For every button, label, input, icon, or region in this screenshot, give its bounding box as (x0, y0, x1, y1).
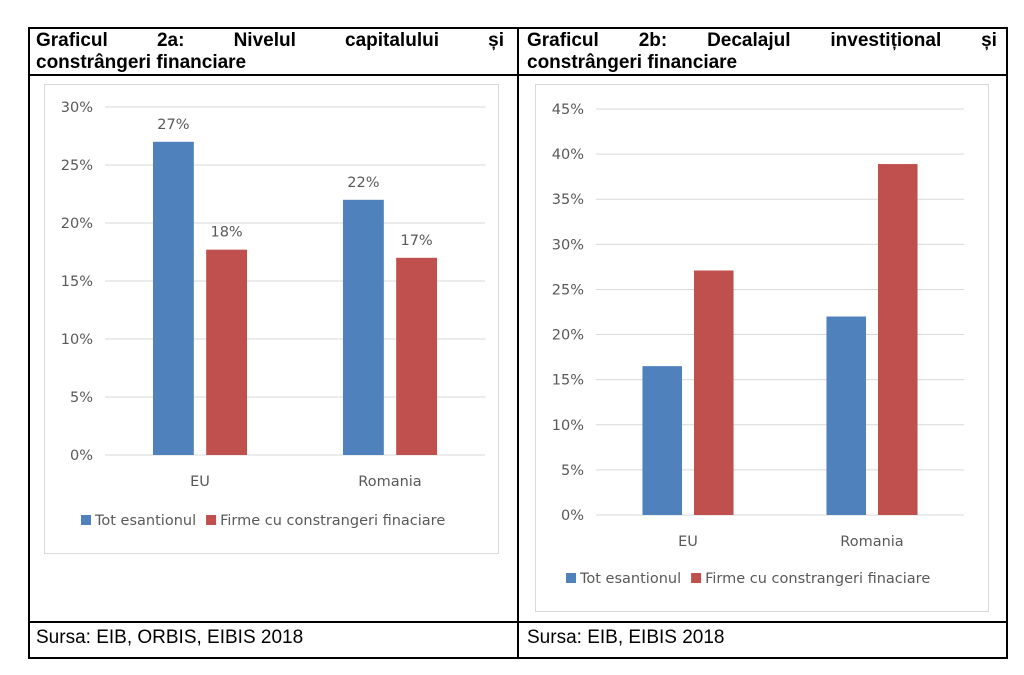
y-tick-label: 40% (552, 147, 584, 163)
title-word: 2b: (638, 30, 668, 51)
y-tick-label: 20% (61, 216, 93, 232)
data-label: 27% (157, 117, 189, 133)
bar (152, 141, 194, 456)
bar (877, 164, 918, 515)
legend-label: Tot esantionul (579, 571, 681, 587)
y-tick-label: 35% (552, 192, 584, 208)
title-word: 2a: (156, 30, 185, 51)
title-line2: constrângeri financiare (36, 52, 247, 73)
bar (396, 257, 438, 455)
category-label: Romania (358, 474, 421, 490)
category-label: EU (678, 534, 698, 550)
y-tick-label: 0% (70, 448, 93, 464)
legend-swatch (206, 515, 217, 525)
chart-2b-source: Sursa: EIB, EIBIS 2018 (527, 627, 725, 648)
category-label: Romania (840, 534, 903, 550)
title-word: Nivelul (233, 30, 296, 51)
title-word: investițional (830, 30, 942, 51)
legend-label: Tot esantionul (94, 513, 196, 529)
legend-swatch (691, 573, 702, 583)
chart-2a-svg: 0% 5% 10% 15% 20% 25% 30% 27% 18% EU 22% 17% Romania… (61, 100, 485, 529)
frame-left (28, 27, 30, 659)
category-label: EU (190, 474, 210, 490)
y-tick-label: 0% (561, 508, 584, 524)
frame-title-rule (28, 74, 1008, 76)
bar (642, 366, 683, 515)
chart-2a-source: Sursa: EIB, ORBIS, EIBIS 2018 (36, 627, 304, 648)
chart-2b-box: 0% 5% 10% 15% 20% 25% 30% 35% 40% 45% EU Romania Tot… (535, 84, 989, 612)
title-word: capitalului (345, 30, 439, 51)
y-tick-label: 10% (552, 418, 584, 434)
data-label: 22% (347, 175, 379, 191)
y-tick-label: 5% (561, 463, 584, 479)
title-word: Graficul (36, 30, 108, 51)
legend-swatch (566, 573, 576, 583)
bar (826, 316, 867, 515)
y-tick-label: 30% (552, 237, 584, 253)
y-tick-label: 25% (61, 158, 93, 174)
y-tick-label: 25% (552, 282, 584, 298)
chart-2a-box: 0% 5% 10% 15% 20% 25% 30% 27% 18% EU 22% 17% Romania… (44, 84, 499, 554)
data-label: 18% (210, 225, 242, 241)
title-word: Decalajul (707, 30, 791, 51)
bar (693, 270, 734, 515)
legend-label: Firme cu constrangeri finaciare (220, 513, 445, 529)
y-tick-label: 45% (552, 102, 584, 118)
y-tick-label: 20% (552, 328, 584, 344)
chart-2a-title: Graficul 2a: Nivelul capitalului și cons… (36, 30, 504, 74)
y-tick-label: 15% (552, 373, 584, 389)
title-line2: constrângeri financiare (527, 52, 738, 73)
title-word: și (981, 30, 997, 51)
legend-swatch (81, 515, 91, 525)
title-word: și (488, 30, 504, 51)
frame-source-rule (28, 621, 1008, 623)
y-tick-label: 15% (61, 274, 93, 290)
bar (342, 199, 384, 455)
frame-right (1006, 27, 1008, 659)
frame-divider (517, 27, 519, 659)
legend-label: Firme cu constrangeri finaciare (705, 571, 930, 587)
chart-2b-title: Graficul 2b: Decalajul investițional și … (527, 30, 997, 74)
y-tick-label: 30% (61, 100, 93, 116)
y-tick-label: 10% (61, 332, 93, 348)
title-word: Graficul (527, 30, 599, 51)
data-label: 17% (400, 233, 432, 249)
bar (206, 249, 248, 455)
chart-2b-svg: 0% 5% 10% 15% 20% 25% 30% 35% 40% 45% EU Romania Tot… (552, 102, 964, 587)
y-tick-label: 5% (70, 390, 93, 406)
